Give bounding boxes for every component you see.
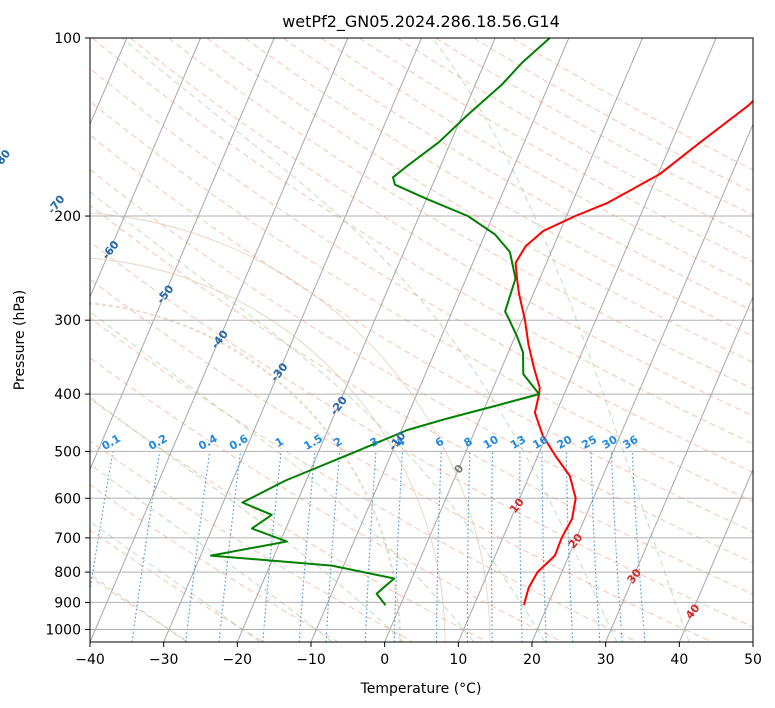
- mixing-ratio-line: [262, 451, 282, 642]
- dry-adiabat-line: [168, 38, 753, 390]
- dry-adiabat-line: [90, 169, 753, 564]
- moist-adiabat-line: [90, 573, 188, 642]
- isotherm-line: [531, 123, 753, 642]
- x-tick-label: 10: [449, 652, 467, 668]
- y-tick-label: 300: [54, 313, 81, 329]
- chart-title: wetPf2_GN05.2024.286.18.56.G14: [282, 12, 560, 32]
- dry-adiabat-line: [90, 67, 753, 473]
- x-tick-label: 40: [670, 652, 688, 668]
- temperature-profile-line: [514, 99, 753, 606]
- reference-arc: [90, 302, 401, 642]
- isotherm-line: [90, 38, 349, 642]
- y-tick-label: 100: [54, 31, 81, 47]
- y-tick-label: 600: [54, 491, 81, 507]
- reference-arc: [90, 212, 491, 642]
- dry-adiabat-line: [90, 317, 638, 642]
- dry-adiabat-line: [91, 38, 753, 445]
- pressure-gridlines: [90, 38, 753, 630]
- dry-adiabat-line: [90, 278, 712, 642]
- reference-arc: [90, 257, 446, 642]
- x-axis: −40 −30 −20 −10 0 10 20 30 40 50: [75, 642, 762, 668]
- isotherm-line: [90, 38, 275, 471]
- moist-adiabat-line: [90, 396, 404, 642]
- dry-adiabat-line: [90, 134, 753, 533]
- isotherm-line: [384, 38, 643, 642]
- isotherm-line: [310, 38, 570, 642]
- x-tick-label: 50: [744, 652, 762, 668]
- isotherm-line: [605, 295, 753, 642]
- x-tick-label: −30: [149, 652, 179, 668]
- y-axis: 100 200 300 400 500 600 700 800 900 1000: [45, 31, 90, 638]
- dry-adiabat-line: [206, 38, 753, 363]
- y-tick-label: 500: [54, 444, 81, 460]
- dry-adiabat-line: [397, 38, 753, 239]
- moist-adiabat-line: [431, 38, 690, 642]
- background-lines: [90, 38, 753, 642]
- y-tick-label: 200: [54, 209, 81, 225]
- data-series: [209, 38, 753, 606]
- moist-adiabat-line: [90, 463, 333, 642]
- x-tick-label: 30: [597, 652, 615, 668]
- y-tick-label: 400: [54, 387, 81, 403]
- isotherm-line: [163, 38, 422, 642]
- dry-adiabat-line: [359, 38, 753, 263]
- dry-adiabat-line: [473, 38, 753, 193]
- isotherm-line: [678, 468, 753, 642]
- dry-adiabat-line: [90, 529, 264, 642]
- x-tick-label: 0: [380, 652, 389, 668]
- x-tick-label: −10: [296, 652, 326, 668]
- y-tick-label: 1000: [45, 622, 81, 638]
- mixing-ratio-line: [90, 451, 114, 594]
- moist-adiabat-line: [90, 311, 475, 642]
- dry-adiabat-line: [282, 38, 753, 312]
- dry-adiabat-line: [90, 440, 414, 642]
- moist-adiabat-line: [90, 520, 261, 642]
- dry-adiabat-line: [90, 241, 753, 628]
- moist-adiabat-line: [121, 38, 618, 642]
- dry-adiabat-line: [90, 204, 753, 595]
- x-tick-label: −20: [223, 652, 253, 668]
- dry-adiabat-line: [90, 484, 339, 642]
- y-tick-label: 900: [54, 595, 81, 611]
- mixing-ratio-line: [218, 451, 242, 642]
- mixing-ratio-line: [185, 451, 211, 642]
- plot-frame: [89, 37, 754, 643]
- mixing-ratio-line: [131, 451, 161, 642]
- y-tick-label: 700: [54, 531, 81, 547]
- y-tick-label: 800: [54, 565, 81, 581]
- x-axis-label: Temperature (°C): [360, 681, 482, 697]
- y-axis-label: Pressure (hPa): [12, 290, 28, 390]
- isotherm-line: [90, 38, 201, 299]
- isotherm-line: [457, 38, 717, 642]
- x-tick-label: −40: [75, 652, 105, 668]
- dewpoint-profile-line: [209, 38, 551, 606]
- x-tick-label: 20: [523, 652, 541, 668]
